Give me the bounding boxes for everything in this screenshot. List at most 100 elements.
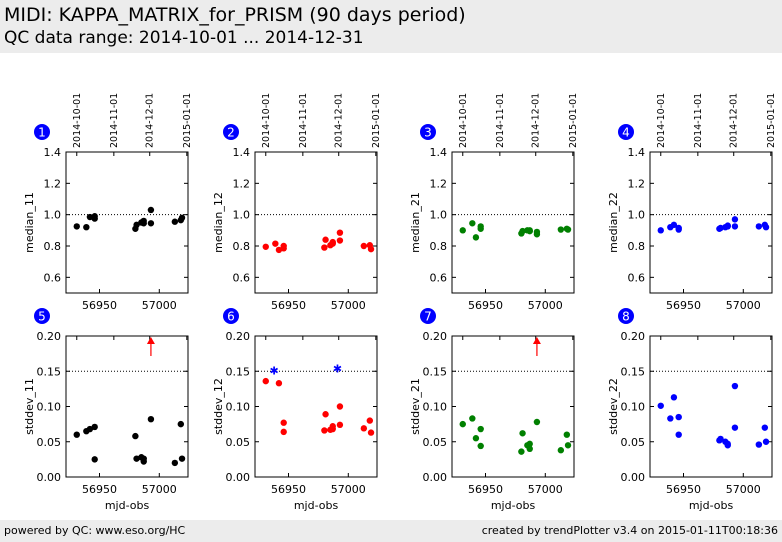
top-date-label: 2014-10-01 [261,93,272,148]
data-point [322,236,329,243]
data-point [336,229,344,236]
x-tick-label: 56950 [82,299,117,312]
panel-number-badge [618,124,634,140]
data-point [472,234,480,241]
x-tick-label: 57000 [528,299,563,312]
data-point [731,216,739,223]
top-date-label: 2014-11-01 [693,93,704,148]
data-point [526,445,533,452]
y-axis-label: stddev_11 [23,378,36,435]
y-tick-label: 0.8 [628,240,646,253]
data-point [724,442,731,449]
data-point [178,214,186,221]
data-point [171,218,179,225]
y-tick-label: 0.10 [37,401,62,414]
data-point [280,428,287,436]
x-tick-label: 56950 [468,483,503,496]
x-tick-label: 57000 [528,483,563,496]
data-point [336,403,344,410]
data-point [667,415,674,422]
data-point [670,221,678,229]
y-axis-label: stddev_12 [212,378,225,435]
data-point [657,227,664,234]
y-tick-label: 0.15 [37,365,62,378]
x-axis-label: mjd-obs [491,499,536,512]
chart-panel-5: 0.00 0.05 0.10 0.15 0.20 56950 57000 stddev_11m… [23,308,189,512]
data-point [367,429,375,436]
data-point [477,225,484,232]
data-point [469,415,476,422]
data-point [459,420,466,428]
y-tick-label: 0.00 [621,471,646,484]
top-date-label: 2014-12-01 [729,93,740,148]
y-tick-label: 1.2 [628,177,646,190]
top-date-label: 2014-10-01 [458,93,469,148]
data-point [132,432,139,440]
y-tick-label: 0.15 [621,365,646,378]
top-date-label: 2014-10-01 [72,93,83,148]
footer-bar: powered by QC: www.eso.org/HC created by… [0,520,782,542]
data-point [755,441,763,448]
panel-number-badge [420,308,436,324]
plot-frame [254,151,378,294]
y-tick-label: 1.4 [233,146,251,159]
plot-frame [451,335,575,478]
data-point [557,447,565,454]
y-tick-label: 1.4 [44,146,62,159]
panel-number-label: 1 [38,126,46,140]
data-point [336,421,344,429]
plot-frame [649,151,773,294]
plot-frame [65,335,189,478]
y-axis-label: stddev_22 [607,378,620,435]
top-date-label: 2014-11-01 [109,93,120,148]
x-axis-label: mjd-obs [294,499,339,512]
data-point [262,377,269,385]
data-point [336,237,344,244]
data-point [762,438,770,445]
y-tick-label: 1.2 [44,177,62,190]
data-point [280,419,287,426]
data-point [731,223,739,230]
chart-panel-3: 0.6 0.8 1.0 1.2 1.4 56950 57000 2014-10-01 2014-… [409,93,579,312]
data-point [731,424,739,431]
panel-number-badge [34,124,50,140]
page-title: MIDI: KAPPA_MATRIX_for_PRISM (90 days pe… [4,4,466,26]
data-point [755,223,763,230]
y-tick-label: 1.0 [233,209,251,222]
chart-panel-1: 0.6 0.8 1.0 1.2 1.4 56950 57000 2014-10-01 2014-… [23,93,193,312]
plot-frame [65,151,189,294]
plot-frame [649,335,773,478]
data-point [73,223,80,230]
data-point [280,245,287,252]
data-point [557,226,565,233]
panel-number-badge [420,124,436,140]
y-axis-label: median_11 [23,192,36,253]
panel-number-badge [223,308,239,324]
data-point [675,413,682,421]
data-point [86,425,94,433]
data-point [675,226,682,233]
data-point [147,206,155,214]
data-point [731,382,739,390]
x-tick-label: 57000 [142,299,177,312]
top-date-label: 2014-10-01 [656,93,667,148]
x-tick-label: 56950 [666,299,701,312]
data-point [73,431,80,438]
y-tick-label: 0.00 [37,471,62,484]
top-date-label: 2014-11-01 [298,93,309,148]
data-point [272,240,279,247]
data-point [366,417,374,424]
y-tick-label: 1.2 [233,177,251,190]
data-point [262,243,269,250]
x-tick-label: 56950 [82,483,117,496]
y-tick-label: 0.20 [37,330,62,343]
data-point [717,435,724,443]
y-tick-label: 0.05 [226,436,251,449]
data-point [477,442,484,450]
data-point [321,244,328,251]
y-axis-label: median_22 [607,192,620,253]
data-point [717,224,724,232]
data-point [321,427,328,434]
y-tick-label: 0.10 [226,401,251,414]
